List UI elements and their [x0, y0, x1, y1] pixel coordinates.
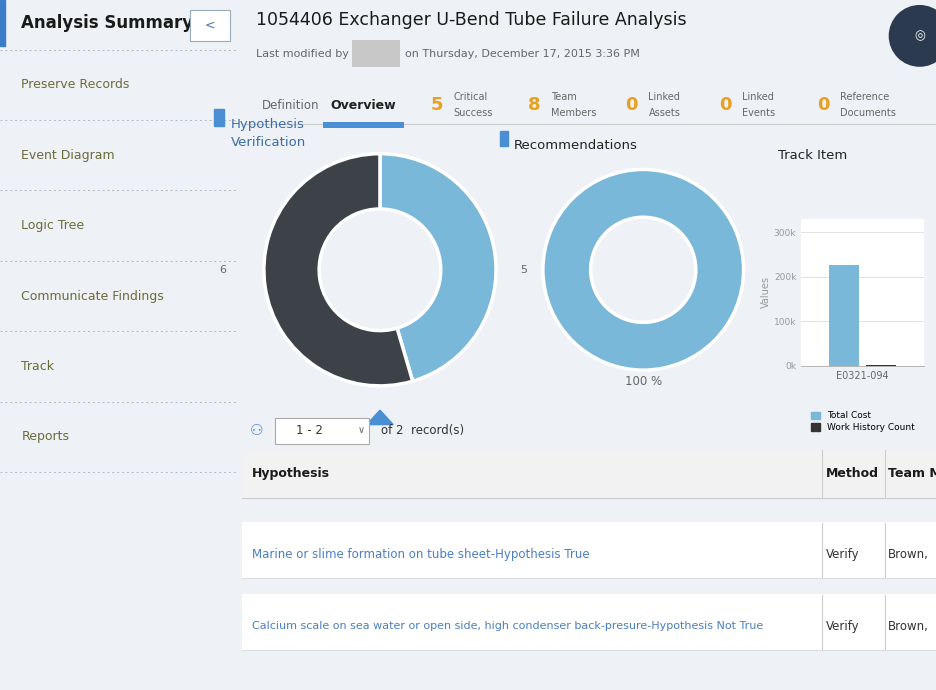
- Text: Brown,: Brown,: [887, 548, 929, 561]
- Text: Documents: Documents: [839, 108, 895, 118]
- Text: Calcium scale on sea water or open side, high condenser back-presure-Hypothesis : Calcium scale on sea water or open side,…: [252, 622, 763, 631]
- Text: Success: Success: [453, 108, 492, 118]
- Bar: [275, 418, 369, 444]
- Text: Verify: Verify: [825, 620, 858, 633]
- Text: Track: Track: [22, 360, 54, 373]
- Text: Overview: Overview: [330, 99, 396, 112]
- Text: 0: 0: [625, 96, 637, 115]
- Text: Reference: Reference: [839, 92, 888, 102]
- Bar: [323, 122, 403, 128]
- Text: Brown,: Brown,: [887, 620, 929, 633]
- Text: Recommendations: Recommendations: [514, 139, 637, 152]
- Text: 0: 0: [816, 96, 828, 115]
- Text: Events: Events: [741, 108, 775, 118]
- Text: Marine or slime formation on tube sheet-Hypothesis True: Marine or slime formation on tube sheet-…: [252, 548, 589, 561]
- Text: Hypothesis: Hypothesis: [252, 467, 329, 480]
- Wedge shape: [379, 154, 495, 381]
- Text: ∨: ∨: [358, 426, 364, 435]
- Text: Critical: Critical: [453, 92, 488, 102]
- Legend: Total Cost, Work History Count: Total Cost, Work History Count: [810, 411, 914, 432]
- Text: Definition: Definition: [261, 99, 319, 112]
- Bar: [189, 10, 229, 41]
- Text: Team Me: Team Me: [887, 467, 936, 480]
- Bar: [241, 594, 936, 651]
- Bar: [241, 450, 936, 498]
- Text: 0: 0: [719, 96, 731, 115]
- Bar: [827, 266, 858, 366]
- Text: <: <: [204, 19, 215, 32]
- Text: ◎: ◎: [914, 30, 924, 42]
- Bar: [865, 365, 896, 366]
- Text: 8: 8: [528, 96, 540, 115]
- Text: 1054406 Exchanger U-Bend Tube Failure Analysis: 1054406 Exchanger U-Bend Tube Failure An…: [256, 11, 685, 29]
- Text: Analysis Summary: Analysis Summary: [22, 14, 193, 32]
- Bar: [499, 131, 508, 146]
- Text: Linked: Linked: [648, 92, 680, 102]
- Text: Logic Tree: Logic Tree: [22, 219, 84, 232]
- Text: Last modified by: Last modified by: [256, 49, 348, 59]
- Text: Hypothesis
Verification: Hypothesis Verification: [230, 118, 306, 149]
- Bar: [241, 522, 936, 578]
- Text: Communicate Findings: Communicate Findings: [22, 290, 164, 302]
- Text: 100 %: 100 %: [624, 375, 661, 388]
- Text: Track Item: Track Item: [778, 149, 846, 161]
- Text: 1 - 2: 1 - 2: [296, 424, 323, 437]
- Text: Preserve Records: Preserve Records: [22, 79, 129, 91]
- Text: Members: Members: [550, 108, 596, 118]
- Wedge shape: [264, 154, 412, 386]
- Text: 5: 5: [519, 265, 527, 275]
- Text: Event Diagram: Event Diagram: [22, 149, 115, 161]
- Bar: [0, 0, 6, 46]
- Text: ⚇: ⚇: [250, 423, 264, 438]
- Bar: [351, 41, 400, 68]
- Text: Verify: Verify: [825, 548, 858, 561]
- Text: of 2  record(s): of 2 record(s): [380, 424, 463, 437]
- Text: Reports: Reports: [22, 431, 69, 443]
- Text: on Thursday, December 17, 2015 3:36 PM: on Thursday, December 17, 2015 3:36 PM: [404, 49, 639, 59]
- Wedge shape: [542, 170, 743, 370]
- Bar: [213, 110, 224, 126]
- Polygon shape: [366, 411, 393, 424]
- Text: Method: Method: [825, 467, 878, 480]
- Text: Assets: Assets: [648, 108, 680, 118]
- Text: 5: 5: [431, 96, 443, 115]
- Text: Linked: Linked: [741, 92, 773, 102]
- Y-axis label: Values: Values: [760, 276, 770, 308]
- Text: Team: Team: [550, 92, 577, 102]
- Text: 6: 6: [219, 265, 227, 275]
